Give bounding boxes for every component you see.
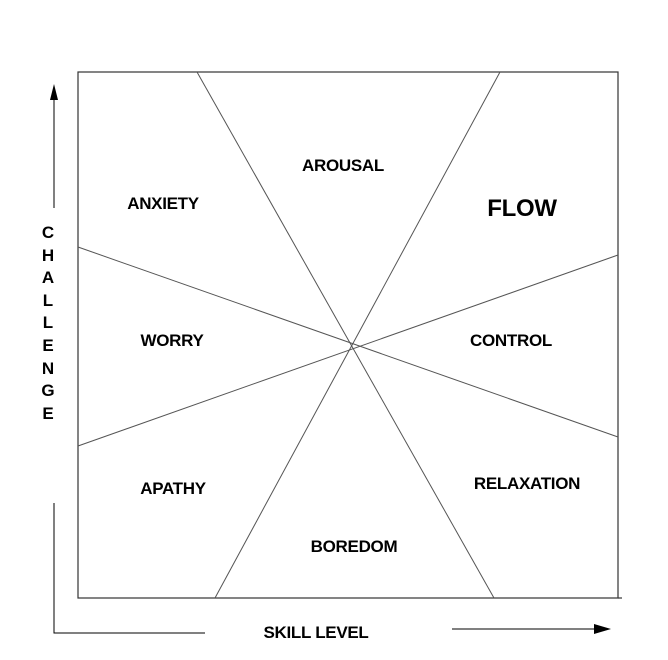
divider-line-4	[77, 254, 619, 447]
region-relaxation: RELAXATION	[473, 474, 581, 493]
y-axis-label: CHALLENGE	[41, 223, 55, 423]
divider-line-1	[196, 71, 495, 599]
region-arousal: AROUSAL	[302, 156, 384, 175]
region-anxiety: ANXIETY	[127, 194, 199, 213]
axis-corner-line	[53, 503, 205, 634]
y-axis-arrow-icon	[50, 84, 58, 100]
divider-line-3	[77, 246, 619, 438]
divider-line-2	[214, 71, 501, 599]
x-axis-arrow-icon	[594, 624, 611, 634]
region-worry: WORRY	[140, 331, 204, 350]
x-axis-label: SKILL LEVEL	[263, 623, 369, 642]
region-boredom: BOREDOM	[310, 537, 398, 556]
region-apathy: APATHY	[140, 479, 206, 498]
diagram-frame	[77, 71, 619, 599]
region-flow: FLOW	[487, 195, 557, 222]
region-control: CONTROL	[470, 331, 552, 350]
